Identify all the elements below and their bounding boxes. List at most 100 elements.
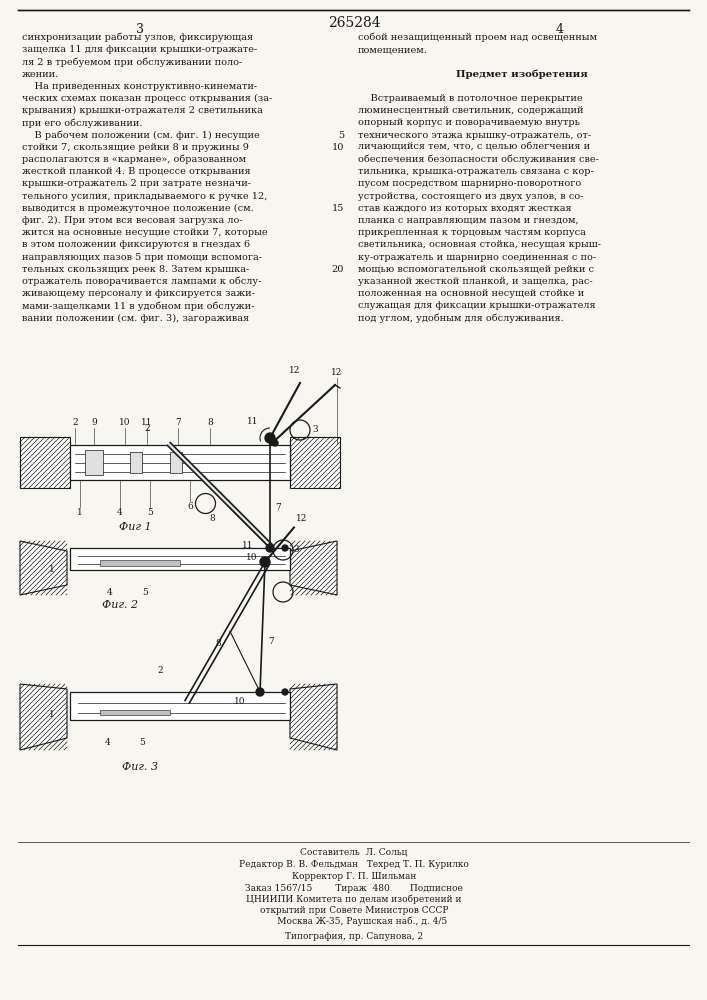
Text: 11: 11 (242, 541, 253, 550)
Bar (85, 450, 103, 475)
Text: 6: 6 (187, 502, 193, 511)
Text: Москва Ж-35, Раушская наб., д. 4/5: Москва Ж-35, Раушская наб., д. 4/5 (260, 917, 448, 926)
Text: В рабочем положении (см. фиг. 1) несущие: В рабочем положении (см. фиг. 1) несущие (22, 131, 259, 140)
Text: 10: 10 (119, 418, 131, 427)
Text: направляющих пазов 5 при помощи вспомога-: направляющих пазов 5 при помощи вспомога… (22, 253, 262, 262)
Circle shape (256, 688, 264, 696)
Text: Предмет изобретения: Предмет изобретения (455, 70, 588, 79)
Bar (290, 437, 340, 488)
Bar (130, 452, 142, 473)
Text: крышки-отражатель 2 при затрате незначи-: крышки-отражатель 2 при затрате незначи- (22, 179, 251, 188)
Text: Фиг. 3: Фиг. 3 (122, 762, 158, 772)
Text: Фиг. 2: Фиг. 2 (102, 600, 138, 610)
Text: синхронизации работы узлов, фиксирующая: синхронизации работы узлов, фиксирующая (22, 33, 253, 42)
Bar (70, 445, 290, 480)
Bar (100, 560, 180, 566)
Text: 10: 10 (246, 553, 258, 562)
Text: Корректор Г. П. Шильман: Корректор Г. П. Шильман (292, 872, 416, 881)
Circle shape (266, 544, 274, 552)
Text: ЦНИИПИ Комитета по делам изобретений и: ЦНИИПИ Комитета по делам изобретений и (246, 895, 462, 904)
Circle shape (282, 689, 288, 695)
Text: 1: 1 (49, 710, 55, 719)
Text: Составитель  Л. Сольц: Составитель Л. Сольц (300, 848, 408, 857)
Text: светильника, основная стойка, несущая крыш-: светильника, основная стойка, несущая кр… (358, 240, 601, 249)
Text: люминесцентный светильник, содержащий: люминесцентный светильник, содержащий (358, 106, 583, 115)
Text: защелка 11 для фиксации крышки-отражате-: защелка 11 для фиксации крышки-отражате- (22, 45, 257, 54)
Text: 5: 5 (142, 588, 148, 597)
Text: 2: 2 (145, 424, 151, 433)
Text: 5: 5 (139, 738, 145, 747)
Text: 12: 12 (296, 514, 308, 523)
Text: 11: 11 (247, 417, 258, 426)
Text: 2: 2 (72, 418, 78, 427)
Text: 4: 4 (105, 738, 111, 747)
Text: На приведенных конструктивно-кинемати-: На приведенных конструктивно-кинемати- (22, 82, 257, 91)
Text: 20: 20 (332, 265, 344, 274)
Bar (20, 437, 70, 488)
Polygon shape (20, 684, 67, 750)
Circle shape (272, 440, 278, 446)
Text: устройства, состоящего из двух узлов, в со-: устройства, состоящего из двух узлов, в … (358, 192, 583, 201)
Polygon shape (290, 541, 337, 595)
Text: указанной жесткой планкой, и защелка, рас-: указанной жесткой планкой, и защелка, ра… (358, 277, 592, 286)
Text: планка с направляющим пазом и гнездом,: планка с направляющим пазом и гнездом, (358, 216, 578, 225)
Text: живающему персоналу и фиксируется зажи-: живающему персоналу и фиксируется зажи- (22, 289, 255, 298)
Circle shape (265, 433, 275, 443)
Text: 8: 8 (215, 639, 221, 648)
Text: под углом, удобным для обслуживания.: под углом, удобным для обслуживания. (358, 314, 563, 323)
Polygon shape (168, 443, 273, 548)
Text: выводится в промежуточное положение (см.: выводится в промежуточное положение (см. (22, 204, 254, 213)
Text: 7: 7 (175, 418, 181, 427)
Text: 15: 15 (332, 204, 344, 213)
Text: обеспечения безопасности обслуживания све-: обеспечения безопасности обслуживания св… (358, 155, 599, 164)
Text: 3: 3 (293, 546, 298, 554)
Text: 7: 7 (275, 504, 281, 512)
Text: стойки 7, скользящие рейки 8 и пружины 9: стойки 7, скользящие рейки 8 и пружины 9 (22, 143, 249, 152)
Text: отражатель поворачивается лампами к обслу-: отражатель поворачивается лампами к обсл… (22, 277, 262, 286)
Text: ческих схемах показан процесс открывания (за-: ческих схемах показан процесс открывания… (22, 94, 272, 103)
Text: личающийся тем, что, с целью облегчения и: личающийся тем, что, с целью облегчения … (358, 143, 590, 152)
Polygon shape (290, 684, 337, 750)
Text: 3: 3 (136, 23, 144, 36)
Text: 5: 5 (338, 131, 344, 140)
Text: 9: 9 (91, 418, 97, 427)
Text: 8: 8 (209, 514, 216, 523)
Text: Фиг 1: Фиг 1 (119, 522, 151, 532)
Bar (100, 710, 170, 715)
Text: 1: 1 (77, 508, 83, 517)
Text: жится на основные несущие стойки 7, которые: жится на основные несущие стойки 7, кото… (22, 228, 268, 237)
Text: Заказ 1567/15        Тираж  480       Подписное: Заказ 1567/15 Тираж 480 Подписное (245, 884, 463, 893)
Text: тельного усилия, прикладываемого к ручке 12,: тельного усилия, прикладываемого к ручке… (22, 192, 267, 201)
Text: 7: 7 (268, 638, 274, 647)
Text: 4: 4 (107, 588, 113, 597)
Text: 4: 4 (556, 23, 564, 36)
Text: 4: 4 (117, 508, 123, 517)
Text: ку-отражатель и шарнирно соединенная с по-: ку-отражатель и шарнирно соединенная с п… (358, 253, 596, 262)
Text: технического этажа крышку-отражатель, от-: технического этажа крышку-отражатель, от… (358, 131, 591, 140)
Text: 12: 12 (332, 368, 343, 377)
Bar (70, 548, 290, 570)
Text: 265284: 265284 (327, 16, 380, 30)
Bar (170, 452, 182, 473)
Text: прикрепленная к торцовым частям корпуса: прикрепленная к торцовым частям корпуса (358, 228, 586, 237)
Text: жении.: жении. (22, 70, 59, 79)
Text: Встраиваемый в потолочное перекрытие: Встраиваемый в потолочное перекрытие (358, 94, 583, 103)
Polygon shape (20, 541, 67, 595)
Text: 1: 1 (49, 565, 55, 574)
Text: 5: 5 (147, 508, 153, 517)
Text: Типография, пр. Сапунова, 2: Типография, пр. Сапунова, 2 (285, 932, 423, 941)
Text: 8: 8 (207, 418, 213, 427)
Text: положенная на основной несущей стойке и: положенная на основной несущей стойке и (358, 289, 584, 298)
Text: став каждого из которых входят жесткая: став каждого из которых входят жесткая (358, 204, 572, 213)
Text: 3: 3 (312, 426, 317, 434)
Text: Редактор В. В. Фельдман   Техред Т. П. Курилко: Редактор В. В. Фельдман Техред Т. П. Кур… (239, 860, 469, 869)
Text: 11: 11 (141, 418, 153, 427)
Text: помещением.: помещением. (358, 45, 428, 54)
Text: 12: 12 (289, 366, 300, 375)
Text: пусом посредством шарнирно-поворотного: пусом посредством шарнирно-поворотного (358, 179, 581, 188)
Text: при его обслуживании.: при его обслуживании. (22, 118, 143, 128)
Text: вании положении (см. фиг. 3), загораживая: вании положении (см. фиг. 3), загоражива… (22, 314, 249, 323)
Text: располагаются в «кармане», образованном: располагаются в «кармане», образованном (22, 155, 246, 164)
Text: тельных скользящих реек 8. Затем крышка-: тельных скользящих реек 8. Затем крышка- (22, 265, 250, 274)
Text: в этом положении фиксируются в гнездах 6: в этом положении фиксируются в гнездах 6 (22, 240, 250, 249)
